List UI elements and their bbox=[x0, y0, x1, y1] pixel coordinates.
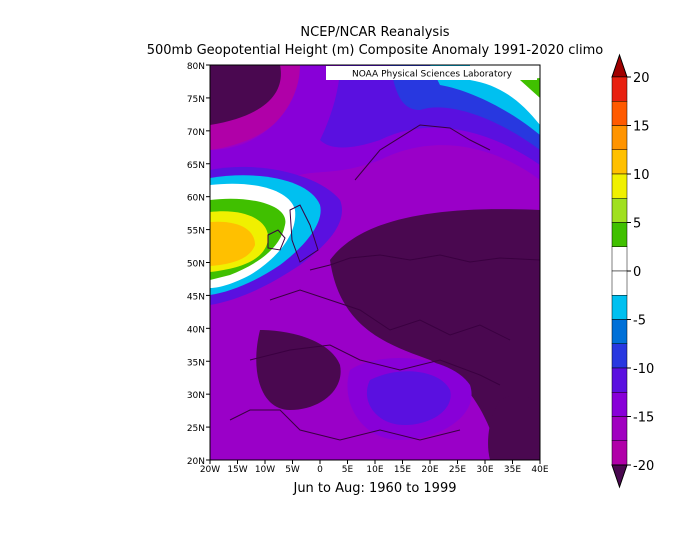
colorbar-label: 15 bbox=[633, 120, 650, 135]
colorbar-label: -20 bbox=[633, 459, 654, 474]
x-tick-label: 10W bbox=[255, 465, 275, 475]
colorbar-swatch bbox=[611, 270, 628, 296]
x-tick-label: 0 bbox=[317, 465, 323, 475]
colorbar-label: -15 bbox=[633, 411, 654, 426]
x-tick-label: 25E bbox=[449, 465, 466, 475]
y-tick-label: 50N bbox=[187, 260, 205, 270]
colorbar-label: -10 bbox=[633, 362, 654, 377]
colorbar-label: 20 bbox=[633, 71, 650, 86]
colorbar-swatch bbox=[611, 367, 628, 393]
colorbar-label: -5 bbox=[633, 314, 646, 329]
x-tick-label: 15E bbox=[394, 465, 411, 475]
colorbar-swatch bbox=[611, 392, 628, 417]
y-tick-label: 65N bbox=[187, 161, 205, 171]
x-tick-label: 20E bbox=[421, 465, 438, 475]
colorbar-swatch bbox=[611, 149, 628, 175]
x-tick-label: 15W bbox=[227, 465, 247, 475]
colorbar-label: 5 bbox=[633, 217, 641, 232]
y-tick-label: 55N bbox=[187, 227, 205, 237]
x-tick-label: 30E bbox=[476, 465, 493, 475]
x-tick-label: 10E bbox=[366, 465, 383, 475]
colorbar-swatch bbox=[611, 173, 628, 199]
map-field: NOAA Physical Sciences Laboratory bbox=[210, 65, 540, 460]
colorbar-swatch bbox=[611, 76, 628, 102]
y-tick-label: 30N bbox=[187, 391, 205, 401]
y-tick-label: 70N bbox=[187, 128, 205, 138]
y-tick-label: 20N bbox=[187, 457, 205, 467]
colorbar-swatch bbox=[611, 198, 628, 223]
colorbar-swatch bbox=[611, 101, 628, 126]
y-tick-label: 75N bbox=[187, 95, 205, 105]
footer: Jun to Aug: 1960 to 1999 bbox=[292, 481, 456, 496]
x-tick-label: 5E bbox=[342, 465, 354, 475]
colorbar-arrow bbox=[611, 464, 628, 489]
y-tick-label: 80N bbox=[187, 62, 205, 72]
colorbar-swatch bbox=[611, 125, 628, 150]
credit: NOAA Physical Sciences Laboratory bbox=[352, 70, 513, 80]
colorbar-swatch bbox=[611, 416, 628, 441]
y-tick-label: 25N bbox=[187, 424, 205, 434]
y-tick-label: 45N bbox=[187, 292, 205, 302]
colorbar-swatch bbox=[611, 319, 628, 344]
colorbar-arrow bbox=[611, 53, 628, 78]
colorbar-label: 10 bbox=[633, 168, 650, 183]
x-tick-label: 40E bbox=[531, 465, 548, 475]
y-tick-label: 60N bbox=[187, 194, 205, 204]
subtitle: 500mb Geopotential Height (m) Composite … bbox=[147, 43, 604, 58]
colorbar-swatch bbox=[611, 295, 628, 320]
x-tick-label: 35E bbox=[504, 465, 521, 475]
x-tick-label: 20W bbox=[200, 465, 220, 475]
colorbar-label: 0 bbox=[633, 265, 641, 280]
colorbar-swatch bbox=[611, 246, 628, 272]
colorbar-swatch bbox=[611, 440, 628, 466]
title: NCEP/NCAR Reanalysis bbox=[300, 25, 449, 40]
y-tick-label: 35N bbox=[187, 358, 205, 368]
colorbar-swatch bbox=[611, 343, 628, 369]
x-tick-label: 5W bbox=[285, 465, 300, 475]
y-tick-label: 40N bbox=[187, 325, 205, 335]
colorbar-swatch bbox=[611, 222, 628, 247]
